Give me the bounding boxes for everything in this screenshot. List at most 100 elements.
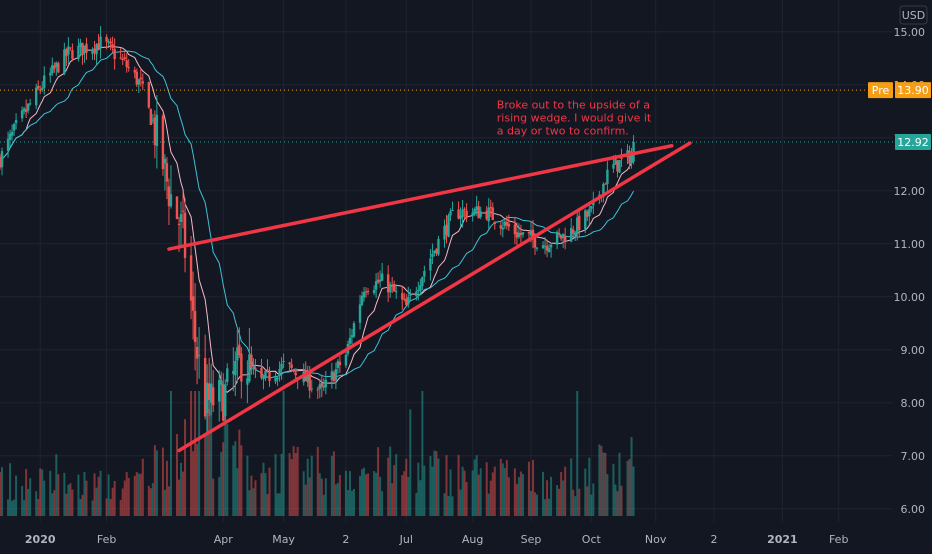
volume-bar [282, 391, 285, 516]
volume-bar [445, 455, 448, 516]
volume-bar [105, 498, 108, 516]
candle-body [578, 215, 581, 230]
volume-bar [192, 451, 195, 516]
candle-body [189, 255, 193, 301]
candle-body [137, 79, 140, 85]
volume-bar [487, 493, 490, 516]
candle-body [431, 253, 434, 258]
candle-body [234, 361, 237, 376]
currency-label: USD [902, 9, 926, 22]
volume-bar [141, 458, 144, 516]
volume-bar [137, 473, 140, 516]
moving-averages [0, 45, 634, 393]
volume-bar [588, 457, 591, 516]
candle-body [63, 49, 66, 74]
candle-body [280, 363, 283, 370]
volume-bar [123, 480, 126, 516]
x-tick-label: Jul [399, 533, 413, 546]
candle-body [463, 208, 466, 210]
candle-body [545, 245, 549, 251]
candle-body [374, 281, 378, 290]
volume-bar [602, 452, 605, 516]
volume-bar [250, 475, 253, 516]
volume-bar [361, 469, 364, 516]
candle-body [26, 103, 30, 111]
candle-body [521, 232, 525, 235]
volume-bar [387, 457, 390, 516]
candle-body [135, 71, 138, 85]
volume-bar [252, 488, 255, 516]
x-tick-label: May [272, 533, 295, 546]
volume-bar [560, 472, 563, 516]
price-tags: Pre 13.90 12.92 [868, 82, 931, 151]
volume-bar [292, 446, 295, 516]
volume-bar [178, 479, 181, 516]
candle-body [507, 223, 511, 227]
volume-bar [119, 500, 122, 516]
volume-bar [572, 489, 575, 516]
candle-body [628, 150, 631, 164]
candle-body [451, 210, 454, 212]
time-axis[interactable]: 2020 Feb Apr May 2 Jul Aug Sep Oct Nov 2 2021 Feb [25, 533, 849, 546]
volume-bar [324, 478, 327, 516]
volume-bar [23, 500, 26, 516]
volume-bar [248, 490, 251, 516]
candle-body [37, 85, 40, 89]
volume-bar [429, 456, 432, 516]
candle-body [405, 298, 408, 306]
volume-bar [473, 459, 476, 516]
volume-bar [574, 496, 577, 516]
volume-bar [318, 473, 321, 516]
candle-body [563, 235, 567, 242]
volume-bar [363, 467, 366, 516]
candle-body [121, 59, 124, 61]
candle-body [372, 289, 376, 294]
candle-body [264, 370, 267, 379]
candle-body [306, 372, 309, 383]
wedge-upper-line [167, 143, 674, 251]
x-tick-label: 2 [710, 533, 717, 546]
chart-annotation[interactable]: Broke out to the upside of a rising wedg… [497, 99, 655, 138]
volume-bar [55, 454, 58, 516]
volume-bar [81, 494, 84, 516]
candle-body [282, 361, 285, 363]
volume-bar [35, 491, 38, 516]
volume-bar [93, 473, 96, 516]
volume-bar [489, 480, 492, 516]
candle-body [465, 210, 468, 218]
volume-bar [531, 459, 534, 516]
candle-body [161, 115, 165, 170]
volume-bar [316, 446, 319, 516]
candle-body [119, 57, 122, 59]
candle-body [445, 224, 448, 236]
volume-bar [15, 475, 18, 516]
volume-bar [475, 455, 478, 516]
volume-bar [29, 478, 32, 516]
volume-bar [612, 463, 615, 516]
x-tick-label: Aug [462, 533, 483, 546]
price-candles [0, 26, 635, 434]
volume-bar [359, 475, 362, 516]
trendlines[interactable] [167, 141, 692, 453]
candle-body [535, 247, 539, 249]
candle-body [519, 233, 523, 236]
candle-body [606, 169, 609, 185]
volume-bar [41, 469, 44, 516]
candle-body [209, 383, 213, 403]
volume-bar [544, 499, 547, 516]
candle-body [99, 36, 102, 49]
currency-button[interactable]: USD [899, 5, 928, 25]
volume-bar [618, 452, 621, 516]
volume-bar [606, 474, 609, 516]
candle-body [417, 290, 420, 292]
y-tick-label: 10.00 [894, 291, 926, 304]
candle-body [475, 206, 478, 210]
candle-body [310, 388, 313, 390]
candle-body [266, 369, 269, 371]
candle-body [513, 224, 517, 235]
y-tick-label: 7.00 [901, 450, 926, 463]
x-tick-label: 2 [342, 533, 349, 546]
candle-body [22, 108, 26, 112]
volume-bar [336, 482, 339, 516]
